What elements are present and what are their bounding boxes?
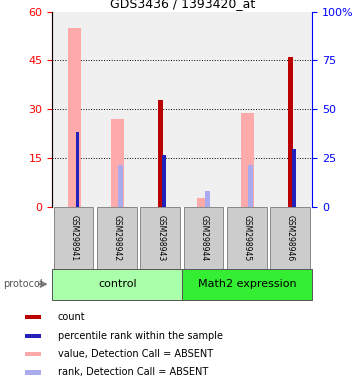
Bar <box>292 149 296 207</box>
Bar <box>52 269 182 300</box>
Text: control: control <box>98 279 136 289</box>
Bar <box>25 315 41 319</box>
Text: percentile rank within the sample: percentile rank within the sample <box>58 331 223 341</box>
Bar <box>25 352 41 356</box>
Bar <box>184 207 223 269</box>
Bar <box>54 207 93 269</box>
Bar <box>97 207 137 269</box>
Bar <box>197 197 210 207</box>
Text: GSM298945: GSM298945 <box>243 215 252 261</box>
Text: GSM298946: GSM298946 <box>286 215 295 261</box>
Bar <box>118 165 123 207</box>
Title: GDS3436 / 1393420_at: GDS3436 / 1393420_at <box>110 0 255 10</box>
Bar <box>111 119 124 207</box>
Text: GSM298944: GSM298944 <box>200 215 208 261</box>
Text: protocol: protocol <box>4 279 43 289</box>
Bar <box>241 113 254 207</box>
Bar <box>248 165 253 207</box>
Text: count: count <box>58 312 86 322</box>
Bar <box>25 333 41 338</box>
Bar <box>162 155 166 207</box>
Bar <box>270 207 310 269</box>
Bar <box>205 191 210 207</box>
Bar <box>140 207 180 269</box>
Bar <box>182 269 312 300</box>
Bar <box>68 28 81 207</box>
Text: rank, Detection Call = ABSENT: rank, Detection Call = ABSENT <box>58 367 208 377</box>
Text: value, Detection Call = ABSENT: value, Detection Call = ABSENT <box>58 349 213 359</box>
Text: Math2 expression: Math2 expression <box>198 279 297 289</box>
Bar <box>158 100 163 207</box>
Bar <box>227 207 267 269</box>
Text: GSM298942: GSM298942 <box>113 215 122 261</box>
Bar <box>288 57 293 207</box>
Text: GSM298941: GSM298941 <box>70 215 78 261</box>
Text: GSM298943: GSM298943 <box>156 215 165 261</box>
Bar <box>25 370 41 375</box>
Bar <box>76 132 79 207</box>
